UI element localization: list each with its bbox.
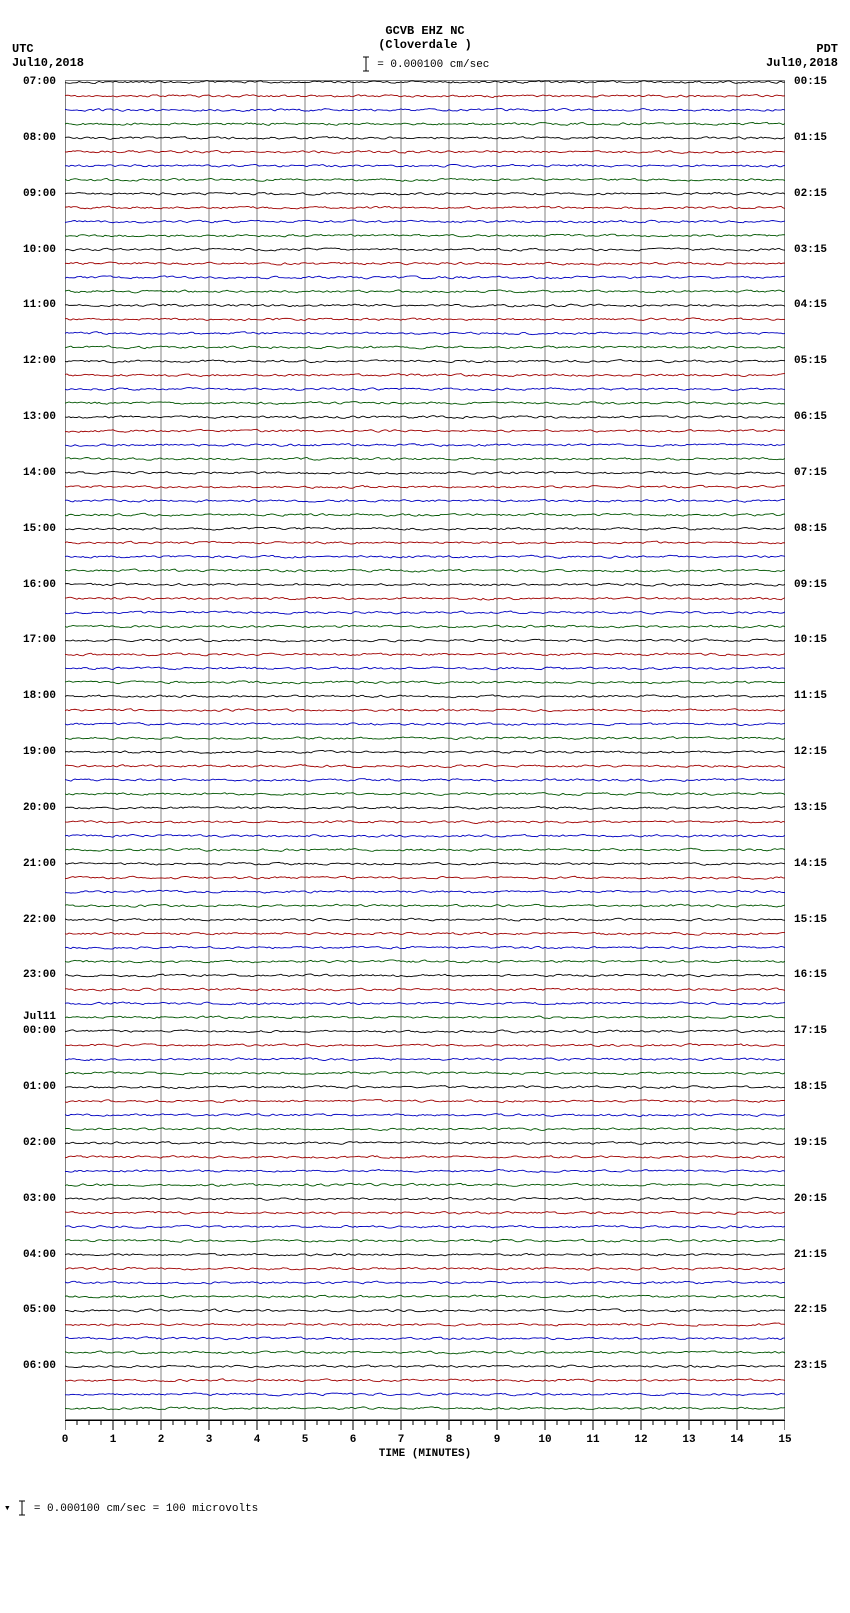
utc-time-labels: 07:0008:0009:0010:0011:0012:0013:0014:00…: [0, 80, 60, 1420]
local-time-label: 14:15: [794, 858, 827, 870]
utc-time-label: 20:00: [23, 802, 56, 814]
x-tick-label: 14: [730, 1434, 743, 1446]
utc-time-label: 03:00: [23, 1193, 56, 1205]
timezone-right: PDT: [816, 42, 838, 56]
local-time-label: 12:15: [794, 746, 827, 758]
utc-time-label: 01:00: [23, 1081, 56, 1093]
local-time-label: 23:15: [794, 1360, 827, 1372]
local-time-label: 18:15: [794, 1081, 827, 1093]
x-tick-label: 2: [158, 1434, 165, 1446]
utc-time-label: 06:00: [23, 1360, 56, 1372]
local-time-label: 04:15: [794, 299, 827, 311]
seismogram-container: UTC Jul10,2018 PDT Jul10,2018 GCVB EHZ N…: [0, 0, 850, 1526]
x-tick-label: 10: [538, 1434, 551, 1446]
date-right: Jul10,2018: [766, 56, 838, 70]
footer-prefix: ▾: [4, 1503, 17, 1515]
x-tick-label: 11: [586, 1434, 599, 1446]
station-location: (Cloverdale ): [0, 38, 850, 52]
utc-time-label: 11:00: [23, 299, 56, 311]
utc-time-label: 16:00: [23, 579, 56, 591]
x-tick-label: 6: [350, 1434, 357, 1446]
local-time-label: 09:15: [794, 579, 827, 591]
local-time-label: 05:15: [794, 355, 827, 367]
scale-bar-icon: [17, 1500, 27, 1516]
local-time-label: 11:15: [794, 690, 827, 702]
x-tick-label: 9: [494, 1434, 501, 1446]
x-tick-label: 7: [398, 1434, 405, 1446]
local-time-label: 13:15: [794, 802, 827, 814]
x-axis-ticks: [65, 1420, 785, 1434]
x-tick-label: 0: [62, 1434, 69, 1446]
station-code: GCVB EHZ NC: [0, 0, 850, 38]
local-time-label: 20:15: [794, 1193, 827, 1205]
x-tick-label: 5: [302, 1434, 309, 1446]
footer-scale: ▾ = 0.000100 cm/sec = 100 microvolts: [0, 1460, 850, 1526]
x-tick-label: 3: [206, 1434, 213, 1446]
scale-text: = 0.000100 cm/sec: [377, 59, 489, 71]
utc-time-label: 04:00: [23, 1249, 56, 1261]
local-time-label: 17:15: [794, 1025, 827, 1037]
local-time-label: 19:15: [794, 1137, 827, 1149]
utc-time-label: 08:00: [23, 132, 56, 144]
local-time-label: 00:15: [794, 76, 827, 88]
utc-time-label: Jul11: [23, 1011, 56, 1023]
local-time-label: 10:15: [794, 634, 827, 646]
utc-time-label: 13:00: [23, 411, 56, 423]
utc-time-label: 07:00: [23, 76, 56, 88]
date-left: Jul10,2018: [12, 56, 84, 70]
x-tick-label: 12: [634, 1434, 647, 1446]
x-axis-title: TIME (MINUTES): [65, 1448, 785, 1460]
local-time-label: 08:15: [794, 523, 827, 535]
timezone-left: UTC: [12, 42, 34, 56]
local-time-label: 21:15: [794, 1249, 827, 1261]
utc-time-label: 14:00: [23, 467, 56, 479]
x-tick-label: 15: [778, 1434, 791, 1446]
x-tick-label: 1: [110, 1434, 117, 1446]
utc-time-label: 02:00: [23, 1137, 56, 1149]
utc-time-label: 23:00: [23, 969, 56, 981]
utc-time-label: 12:00: [23, 355, 56, 367]
local-time-label: 07:15: [794, 467, 827, 479]
local-time-label: 16:15: [794, 969, 827, 981]
utc-time-label: 09:00: [23, 188, 56, 200]
utc-time-label: 19:00: [23, 746, 56, 758]
utc-time-label: 18:00: [23, 690, 56, 702]
x-axis: 0123456789101112131415 TIME (MINUTES): [65, 1420, 785, 1460]
utc-time-label: 10:00: [23, 244, 56, 256]
local-time-label: 03:15: [794, 244, 827, 256]
local-time-label: 15:15: [794, 914, 827, 926]
seismogram-traces: [65, 80, 785, 1420]
local-time-labels: 00:1501:1502:1503:1504:1505:1506:1507:15…: [790, 80, 850, 1420]
local-time-label: 06:15: [794, 411, 827, 423]
utc-time-label: 15:00: [23, 523, 56, 535]
x-tick-label: 4: [254, 1434, 261, 1446]
x-tick-label: 8: [446, 1434, 453, 1446]
x-axis-tick-labels: 0123456789101112131415: [65, 1434, 785, 1446]
footer-text: = 0.000100 cm/sec = 100 microvolts: [34, 1503, 258, 1515]
seismogram-plot: [65, 80, 785, 1420]
utc-time-label: 17:00: [23, 634, 56, 646]
scale-indicator: = 0.000100 cm/sec: [0, 56, 850, 72]
local-time-label: 02:15: [794, 188, 827, 200]
local-time-label: 01:15: [794, 132, 827, 144]
x-tick-label: 13: [682, 1434, 695, 1446]
local-time-label: 22:15: [794, 1304, 827, 1316]
utc-time-label: 21:00: [23, 858, 56, 870]
scale-bar-icon: [361, 56, 371, 72]
utc-time-label: 22:00: [23, 914, 56, 926]
header: UTC Jul10,2018 PDT Jul10,2018 GCVB EHZ N…: [0, 0, 850, 80]
utc-time-label: 00:00: [23, 1025, 56, 1037]
utc-time-label: 05:00: [23, 1304, 56, 1316]
